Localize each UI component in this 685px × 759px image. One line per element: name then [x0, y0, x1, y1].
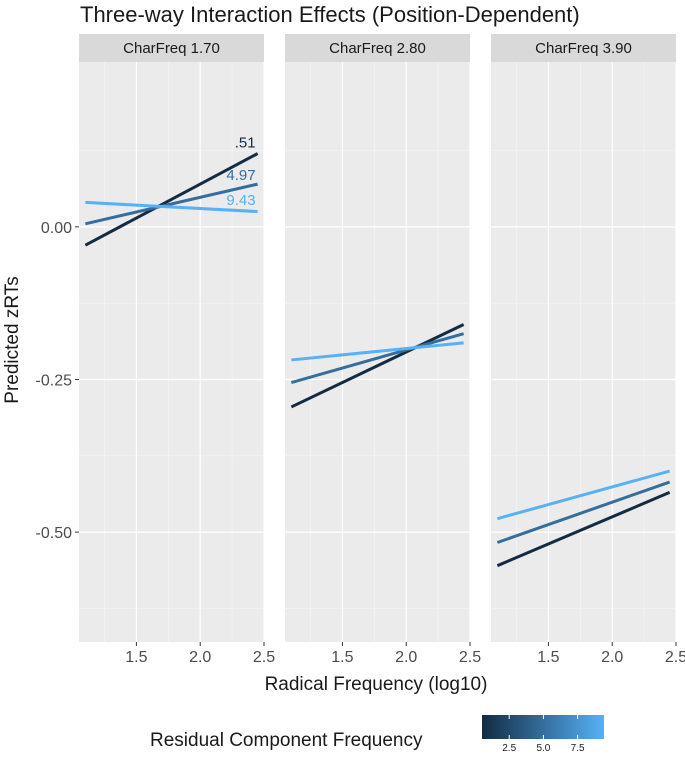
- series-line-51: [290, 323, 465, 409]
- facet-strip-label: CharFreq 2.80: [329, 40, 426, 57]
- legend: Residual Component Frequency 2.5 5.0 7.5: [150, 715, 604, 754]
- y-tick-label: -0.25: [36, 372, 73, 389]
- x-tick-label: 2.5: [665, 649, 685, 666]
- x-tick-label: 1.5: [537, 649, 559, 666]
- x-tick-label: 2.0: [189, 649, 211, 666]
- x-tick-label: 2.5: [459, 649, 481, 666]
- x-tick-label: 1.5: [125, 649, 147, 666]
- y-axis: 0.00 -0.25 -0.50: [36, 220, 79, 542]
- facet-strip-label: CharFreq 3.90: [535, 40, 632, 57]
- facet-strip: [491, 34, 676, 62]
- facet-panels: CharFreq 1.701.5 2.0 2.5.514.979.43CharFre…: [79, 34, 685, 666]
- legend-title: Residual Component Frequency: [150, 730, 423, 751]
- panel-background: [491, 62, 676, 642]
- panel-2: CharFreq 2.80 1.5 2.0 2.5: [285, 34, 481, 666]
- series-end-label: .51: [235, 134, 256, 151]
- series-line-497: [85, 182, 258, 226]
- facet-strip-label: CharFreq 1.70: [123, 40, 220, 57]
- chart-title: Three-way Interaction Effects (Position-…: [80, 2, 580, 27]
- x-tick-label: 1.5: [331, 649, 353, 666]
- x-axis-title: Radical Frequency (log10): [265, 674, 488, 695]
- x-tick-label: 2.0: [601, 649, 623, 666]
- y-axis-title: Predicted zRTs: [2, 276, 23, 403]
- legend-tick-label: 5.0: [536, 743, 550, 754]
- series-line-943: [291, 341, 464, 362]
- y-tick-label: 0.00: [41, 220, 72, 237]
- panel-background: [79, 62, 264, 642]
- legend-tick-label: 2.5: [502, 743, 516, 754]
- facet-strip: [285, 34, 470, 62]
- series-line-943: [496, 469, 671, 521]
- legend-tick-label: 7.5: [571, 743, 585, 754]
- panel-3: CharFreq 3.90 1.5 2.0 2.5: [491, 34, 685, 666]
- series-line-497: [496, 480, 671, 544]
- series-end-label: 4.97: [226, 167, 255, 184]
- series-line-51: [84, 152, 259, 247]
- x-tick-label: 2.0: [395, 649, 417, 666]
- panel-1: CharFreq 1.70 1.5 2.0 2.5 .51 4.97 9.43: [79, 34, 275, 666]
- facet-strip: [79, 34, 264, 62]
- series-line-497: [290, 332, 465, 384]
- series-line-943: [85, 200, 258, 214]
- series-line-51: [496, 491, 671, 568]
- series-end-label: 9.43: [226, 192, 255, 209]
- x-tick-label: 2.5: [253, 649, 275, 666]
- y-tick-label: -0.50: [36, 525, 73, 542]
